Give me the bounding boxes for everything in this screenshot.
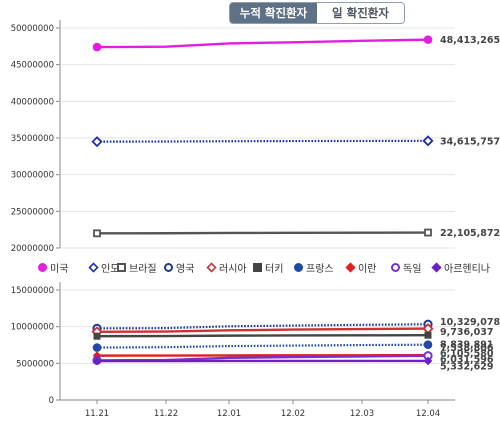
legend-label: 영국 — [176, 263, 195, 275]
y-tick-label: 10000000 — [11, 323, 54, 333]
legend-label: 이란 — [358, 263, 377, 275]
legend-marker-icon — [294, 262, 303, 272]
y-tick-label: 5000000 — [16, 359, 54, 369]
x-tick-label: 11.21 — [85, 409, 109, 419]
legend-item[interactable]: 이란 — [345, 260, 377, 275]
legend-marker-icon — [345, 261, 356, 273]
legend-item[interactable]: 터키 — [253, 260, 284, 275]
end-value-label: 6,105,580 — [440, 349, 494, 360]
tab-daily-cases[interactable]: 일 확진환자 — [317, 3, 404, 23]
data-point — [422, 135, 434, 147]
y-tick-label: 45000000 — [11, 61, 54, 71]
data-point — [93, 332, 101, 340]
series-line — [96, 323, 429, 330]
data-point — [423, 356, 433, 366]
data-point — [423, 35, 433, 44]
legend-marker-icon — [164, 262, 173, 272]
legend-marker-icon — [253, 262, 262, 272]
x-tick-label: 12.02 — [281, 409, 305, 419]
data-point — [424, 331, 432, 339]
legend-item[interactable]: 독일 — [391, 260, 422, 275]
y-tick-label: 40000000 — [11, 97, 54, 107]
data-point — [423, 340, 433, 350]
data-point — [93, 229, 101, 238]
data-point — [92, 343, 102, 352]
end-value-label: 6,031,596 — [440, 354, 494, 365]
data-point — [92, 42, 102, 52]
series-line — [96, 139, 429, 143]
end-value-label: 7,538,806 — [440, 343, 494, 354]
data-point — [91, 136, 103, 148]
legend-marker-icon — [206, 261, 217, 273]
legend-marker-icon — [431, 261, 442, 273]
end-value-label: 48,413,265 — [440, 35, 500, 46]
legend-label: 터키 — [265, 263, 284, 275]
end-value-label: 8,839,891 — [440, 340, 494, 351]
y-tick-label: 25000000 — [11, 207, 54, 217]
legend-label: 미국 — [50, 263, 69, 275]
legend-label: 브라질 — [129, 263, 157, 275]
end-value-label: 22,105,872 — [440, 228, 500, 239]
legend-item[interactable]: 영국 — [164, 260, 195, 275]
x-tick-label: 12.03 — [350, 409, 374, 419]
end-value-label: 34,615,757 — [440, 136, 500, 147]
y-tick-label: 15000000 — [11, 286, 54, 296]
data-point — [92, 356, 102, 366]
end-value-label: 10,329,078 — [440, 317, 500, 328]
legend-marker-icon — [88, 261, 99, 273]
y-tick-label: 50000000 — [11, 24, 54, 34]
legend-item[interactable]: 아르헨티나 — [431, 260, 490, 275]
y-tick-label: 20000000 — [11, 244, 54, 254]
legend-marker-icon — [38, 262, 47, 272]
chart-tab-bar: 누적 확진환자 일 확진환자 — [229, 2, 405, 24]
x-tick-label: 11.22 — [154, 409, 178, 419]
tab-cumulative-cases[interactable]: 누적 확진환자 — [230, 3, 317, 23]
series-line — [96, 333, 429, 338]
data-point — [424, 228, 432, 237]
series-line — [96, 38, 429, 49]
legend-label: 독일 — [403, 263, 422, 275]
legend-item[interactable]: 인도 — [88, 260, 120, 275]
legend-label: 프랑스 — [306, 263, 334, 275]
series-line — [96, 327, 429, 333]
legend-item[interactable]: 브라질 — [117, 260, 157, 275]
legend-label: 인도 — [101, 263, 120, 275]
legend-item[interactable]: 미국 — [38, 260, 69, 275]
x-tick-label: 12.01 — [217, 409, 241, 419]
y-tick-label: 35000000 — [11, 134, 54, 144]
series-line — [96, 343, 429, 349]
legend-item[interactable]: 프랑스 — [294, 260, 334, 275]
legend-label: 아르헨티나 — [444, 263, 490, 275]
legend-marker-icon — [391, 262, 400, 272]
legend-marker-icon — [117, 262, 126, 272]
x-tick-label: 12.04 — [416, 409, 440, 419]
legend-item[interactable]: 러시아 — [206, 260, 247, 275]
y-tick-label: 0 — [49, 396, 54, 406]
end-value-label: 9,736,037 — [440, 327, 494, 338]
y-tick-label: 30000000 — [11, 171, 54, 181]
legend-label: 러시아 — [219, 263, 247, 275]
end-value-label: 5,332,629 — [440, 361, 494, 372]
series-line — [96, 231, 429, 235]
